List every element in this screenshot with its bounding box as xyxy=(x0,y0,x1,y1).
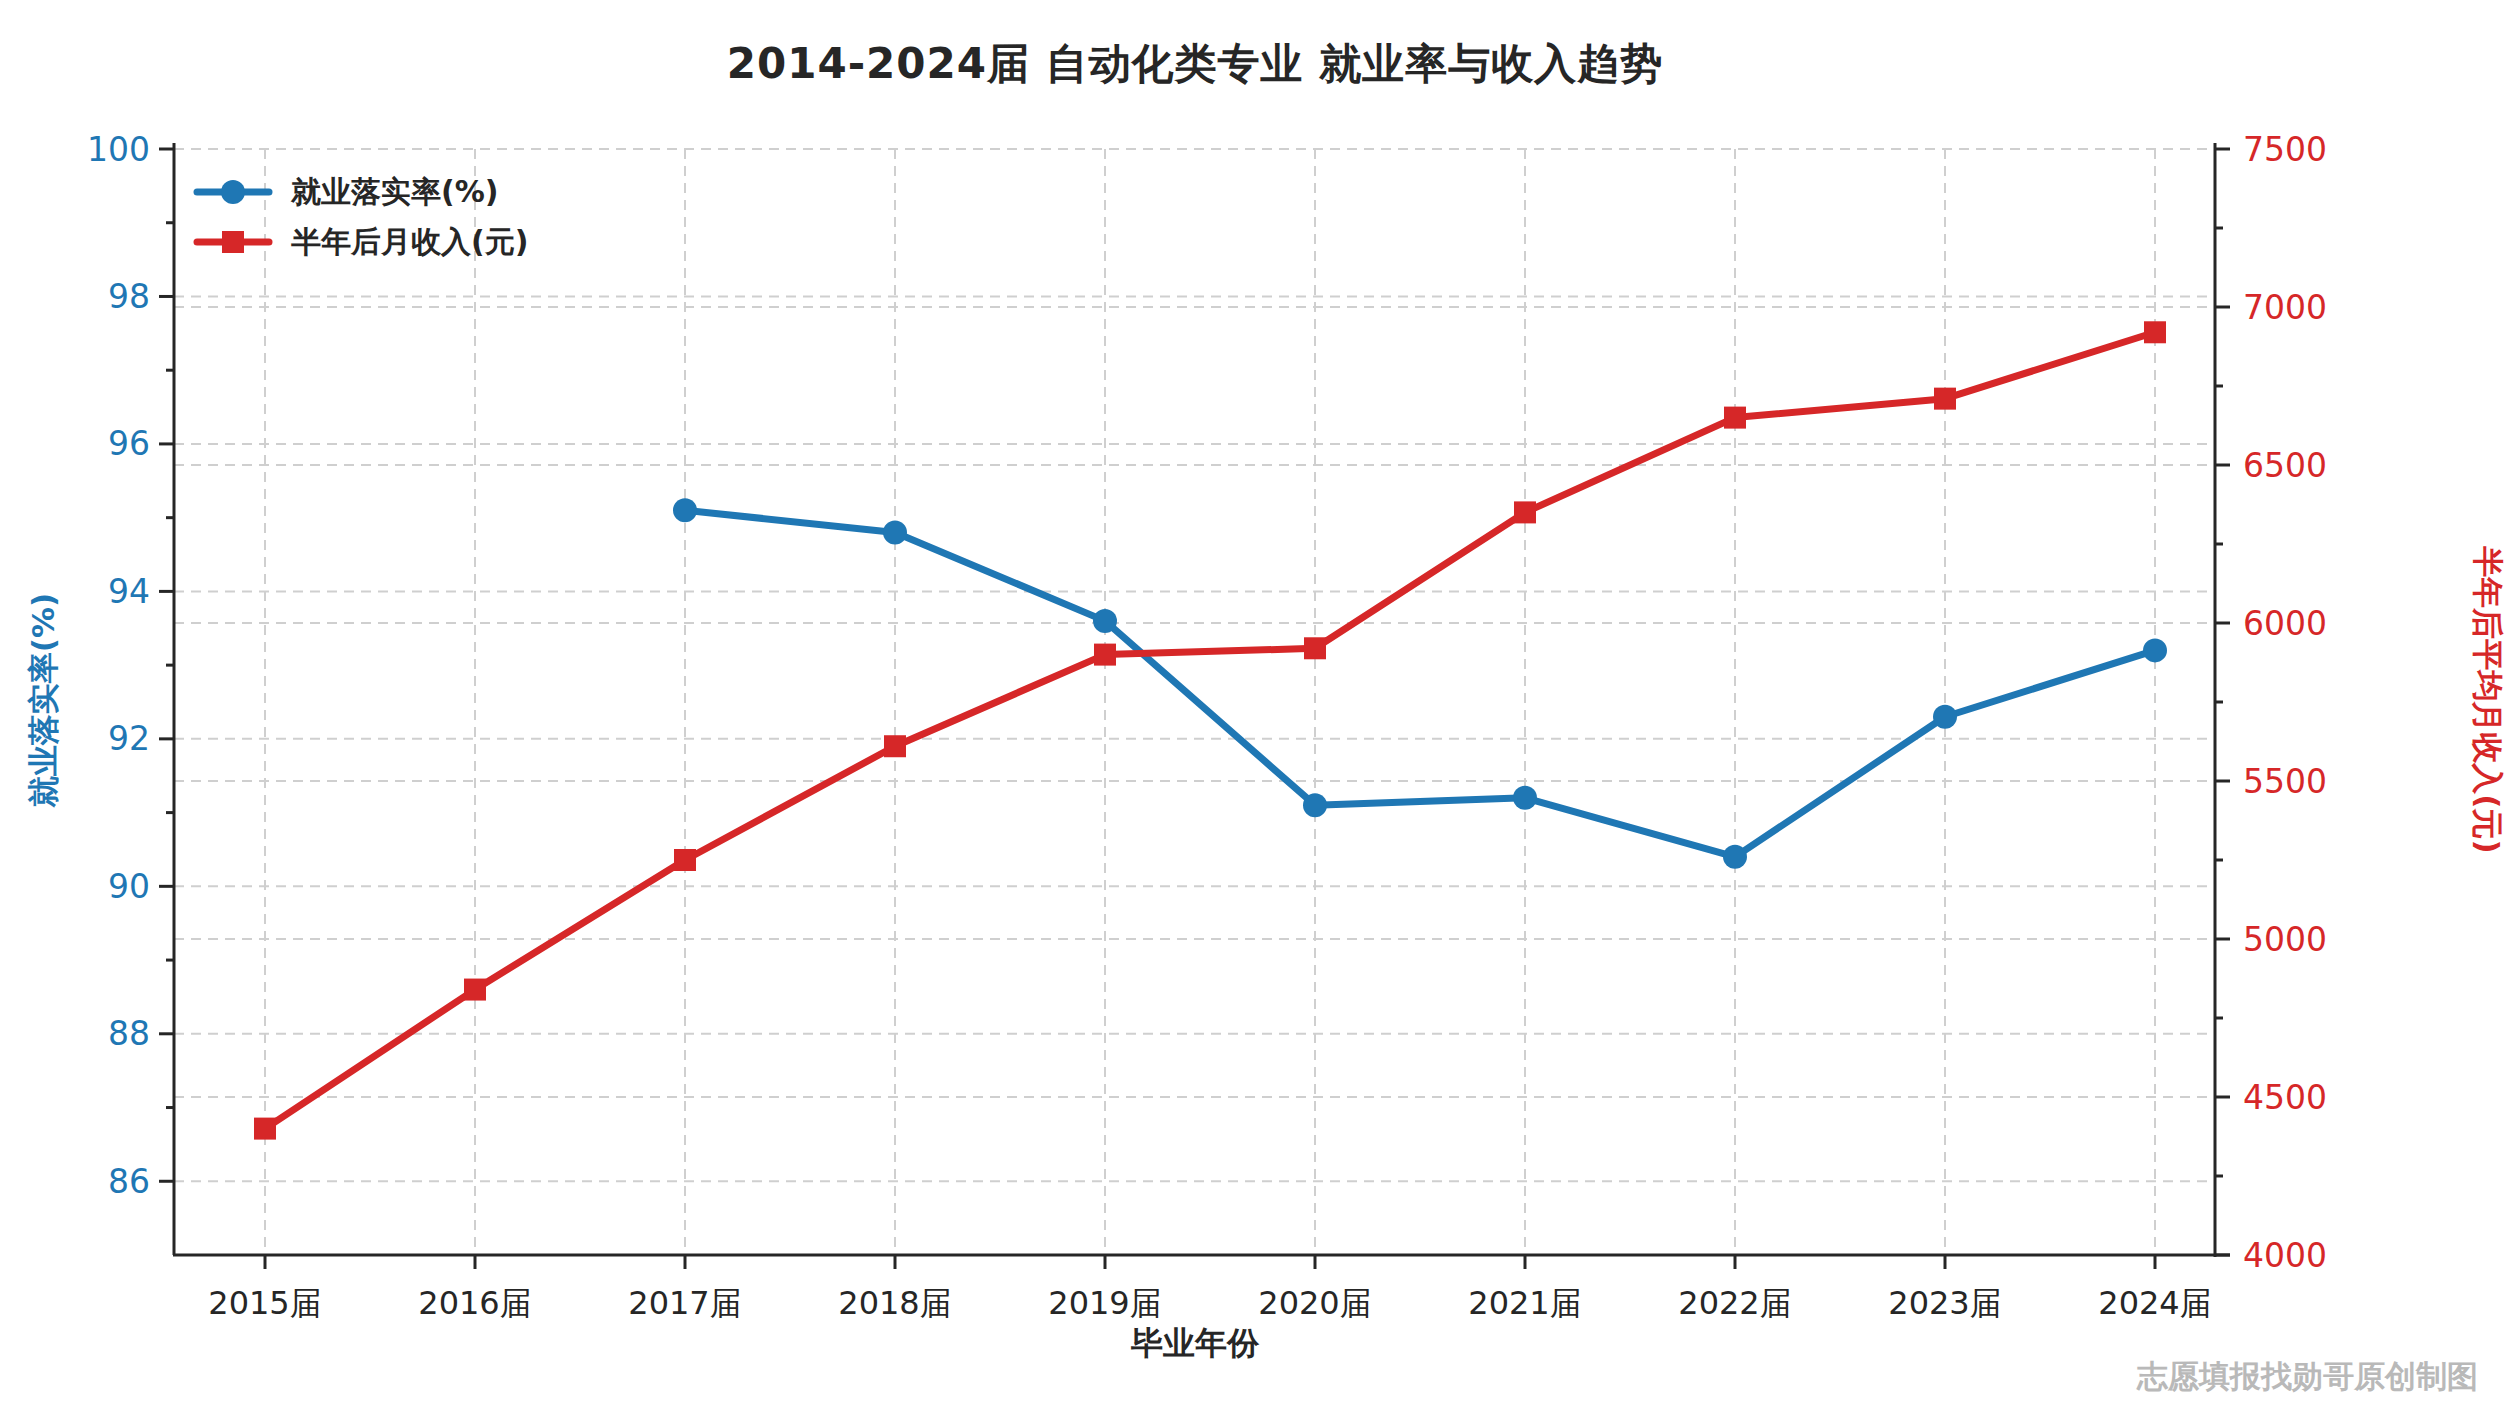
data-point-square xyxy=(884,735,906,757)
data-point-circle xyxy=(1513,786,1537,810)
x-tick-label: 2021届 xyxy=(1468,1284,1581,1322)
tick-marks xyxy=(159,149,2230,1269)
data-point-square xyxy=(1934,388,1956,410)
x-tick-label: 2018届 xyxy=(838,1284,951,1322)
x-tick-label: 2024届 xyxy=(2098,1284,2211,1322)
right-tick-label: 7000 xyxy=(2243,288,2327,327)
x-tick-label: 2020届 xyxy=(1258,1284,1371,1322)
data-point-circle xyxy=(1723,845,1747,869)
x-tick-label: 2023届 xyxy=(1888,1284,2001,1322)
left-tick-label: 96 xyxy=(108,424,150,463)
chart-figure: 86 88 90 92 94 96 98 100 4000 4500 5000 5500 6000 650… xyxy=(0,0,2520,1416)
left-axis-label: 就业落实率(%) xyxy=(23,593,65,807)
right-tick-label: 4500 xyxy=(2243,1078,2327,1117)
data-point-square xyxy=(2144,321,2166,343)
right-tick-label: 5000 xyxy=(2243,920,2327,959)
left-tick-label: 98 xyxy=(108,277,150,316)
x-tick-label: 2015届 xyxy=(208,1284,321,1322)
x-tick-label: 2016届 xyxy=(418,1284,531,1322)
right-tick-label: 5500 xyxy=(2243,762,2327,801)
tick-labels: 86 88 90 92 94 96 98 100 4000 4500 5000 5500 6000 650… xyxy=(87,130,2327,1323)
data-point-circle xyxy=(673,498,697,522)
legend-line-square-icon xyxy=(193,224,273,260)
legend-label: 就业落实率(%) xyxy=(291,172,498,213)
legend-item: 就业落实率(%) xyxy=(193,172,528,212)
data-point-square xyxy=(1724,407,1746,429)
data-point-circle xyxy=(2143,638,2167,662)
x-axis-label: 毕业年份 xyxy=(1131,1322,1259,1366)
legend-item: 半年后月收入(元) xyxy=(193,222,528,262)
data-point-square xyxy=(1094,644,1116,666)
data-point-circle xyxy=(1933,705,1957,729)
left-tick-label: 100 xyxy=(87,130,150,169)
right-tick-label: 6000 xyxy=(2243,604,2327,643)
axis-spines xyxy=(173,143,2230,1257)
chart-title: 2014-2024届 自动化类专业 就业率与收入趋势 xyxy=(727,36,1663,92)
series-line xyxy=(265,332,2155,1128)
data-point-square xyxy=(674,849,696,871)
series-employment-rate xyxy=(673,498,2167,869)
legend-label: 半年后月收入(元) xyxy=(291,222,528,263)
right-tick-label: 4000 xyxy=(2243,1236,2327,1275)
right-tick-label: 7500 xyxy=(2243,130,2327,169)
right-axis-label: 半年后平均月收入(元) xyxy=(2466,546,2508,853)
data-point-square xyxy=(464,979,486,1001)
data-point-circle xyxy=(1303,793,1327,817)
legend-line-circle-icon xyxy=(193,174,273,210)
x-tick-label: 2022届 xyxy=(1678,1284,1791,1322)
data-point-square xyxy=(1304,637,1326,659)
right-tick-label: 6500 xyxy=(2243,446,2327,485)
x-tick-label: 2019届 xyxy=(1048,1284,1161,1322)
left-tick-label: 86 xyxy=(108,1162,150,1201)
x-tick-label: 2017届 xyxy=(628,1284,741,1322)
series-line xyxy=(685,510,2155,857)
left-tick-label: 88 xyxy=(108,1014,150,1053)
data-point-circle xyxy=(883,520,907,544)
data-point-square xyxy=(1514,501,1536,523)
left-tick-label: 92 xyxy=(108,719,150,758)
left-tick-label: 90 xyxy=(108,867,150,906)
data-point-circle xyxy=(1093,609,1117,633)
watermark-text: 志愿填报找勋哥原创制图 xyxy=(2137,1356,2478,1398)
data-point-square xyxy=(254,1118,276,1140)
legend: 就业落实率(%) 半年后月收入(元) xyxy=(193,172,528,262)
left-tick-label: 94 xyxy=(108,572,150,611)
